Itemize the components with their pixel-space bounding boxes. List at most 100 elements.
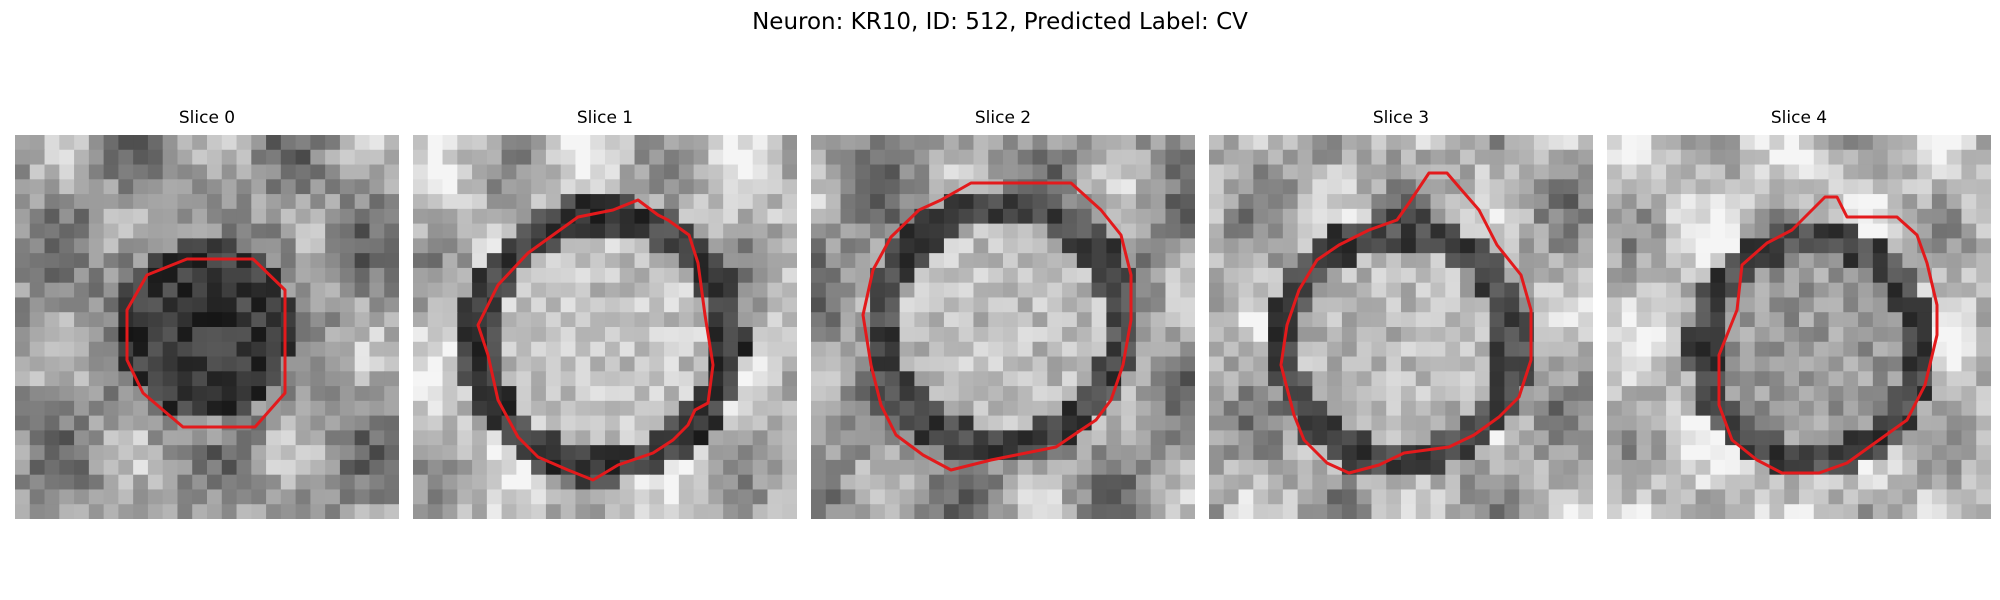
image-pixel bbox=[782, 371, 797, 387]
image-pixel bbox=[44, 445, 60, 461]
image-pixel bbox=[1076, 400, 1093, 417]
image-pixel bbox=[1533, 149, 1550, 166]
image-pixel bbox=[1474, 253, 1491, 269]
image-pixel bbox=[118, 430, 134, 446]
image-pixel bbox=[545, 489, 562, 505]
image-pixel bbox=[1828, 267, 1844, 284]
image-pixel bbox=[1356, 238, 1373, 254]
image-pixel bbox=[1976, 267, 1991, 284]
image-pixel bbox=[545, 430, 562, 446]
image-pixel bbox=[634, 179, 650, 195]
image-pixel bbox=[1356, 445, 1373, 461]
image-pixel bbox=[1297, 164, 1313, 180]
image-pixel bbox=[767, 253, 783, 269]
image-pixel bbox=[1680, 415, 1697, 431]
image-pixel bbox=[103, 208, 119, 225]
image-pixel bbox=[103, 341, 119, 358]
image-pixel bbox=[899, 445, 915, 461]
image-pixel bbox=[1180, 327, 1195, 343]
image-pixel bbox=[1917, 327, 1933, 343]
image-pixel bbox=[531, 341, 547, 358]
image-pixel bbox=[1209, 312, 1225, 328]
image-pixel bbox=[678, 371, 695, 387]
image-pixel bbox=[840, 489, 856, 505]
image-pixel bbox=[1651, 371, 1667, 387]
image-pixel bbox=[1961, 282, 1977, 299]
image-pixel bbox=[1680, 386, 1697, 402]
image-pixel bbox=[1680, 297, 1697, 313]
image-pixel bbox=[1946, 194, 1963, 210]
image-pixel bbox=[74, 459, 90, 476]
image-pixel bbox=[310, 504, 326, 519]
image-pixel bbox=[1253, 356, 1269, 372]
image-pixel bbox=[1150, 223, 1167, 239]
image-pixel bbox=[737, 223, 754, 239]
image-pixel bbox=[295, 312, 311, 328]
image-pixel bbox=[266, 327, 282, 343]
image-pixel bbox=[575, 371, 591, 387]
image-pixel bbox=[1003, 430, 1019, 446]
image-pixel bbox=[1578, 356, 1593, 372]
image-pixel bbox=[1474, 238, 1491, 254]
image-pixel bbox=[384, 386, 399, 402]
image-pixel bbox=[1312, 164, 1328, 180]
image-pixel bbox=[1725, 474, 1741, 491]
image-pixel bbox=[1578, 489, 1593, 505]
image-pixel bbox=[1504, 267, 1520, 284]
image-pixel bbox=[1813, 312, 1830, 328]
image-pixel bbox=[605, 253, 621, 269]
image-pixel bbox=[442, 474, 458, 491]
image-pixel bbox=[501, 208, 517, 225]
image-pixel bbox=[1150, 164, 1167, 180]
image-pixel bbox=[899, 504, 915, 519]
image-pixel bbox=[74, 430, 90, 446]
image-pixel bbox=[1872, 415, 1889, 431]
image-pixel bbox=[1784, 400, 1800, 417]
image-pixel bbox=[958, 356, 975, 372]
image-pixel bbox=[560, 400, 577, 417]
image-pixel bbox=[325, 194, 341, 210]
image-pixel bbox=[531, 208, 547, 225]
image-pixel bbox=[1106, 164, 1122, 180]
image-pixel bbox=[192, 504, 208, 519]
image-pixel bbox=[1784, 489, 1800, 505]
image-pixel bbox=[545, 282, 562, 299]
image-pixel bbox=[1430, 297, 1446, 313]
image-pixel bbox=[737, 415, 754, 431]
image-pixel bbox=[1386, 179, 1402, 195]
image-pixel bbox=[1150, 297, 1167, 313]
image-pixel bbox=[1548, 164, 1565, 180]
image-pixel bbox=[1312, 356, 1328, 372]
image-pixel bbox=[162, 179, 179, 195]
image-pixel bbox=[472, 400, 488, 417]
image-pixel bbox=[811, 459, 827, 476]
image-pixel bbox=[207, 194, 223, 210]
image-pixel bbox=[1680, 149, 1697, 166]
image-pixel bbox=[664, 253, 680, 269]
image-pixel bbox=[929, 430, 945, 446]
image-pixel bbox=[1695, 327, 1711, 343]
image-pixel bbox=[825, 341, 842, 358]
image-pixel bbox=[1504, 386, 1520, 402]
image-pixel bbox=[1386, 459, 1402, 476]
image-pixel bbox=[251, 430, 267, 446]
image-pixel bbox=[207, 400, 223, 417]
image-pixel bbox=[943, 386, 960, 402]
image-pixel bbox=[177, 445, 193, 461]
image-pixel bbox=[1695, 194, 1711, 210]
image-pixel bbox=[221, 356, 238, 372]
image-pixel bbox=[1017, 371, 1034, 387]
image-pixel bbox=[1519, 253, 1535, 269]
image-pixel bbox=[1754, 267, 1771, 284]
image-pixel bbox=[825, 179, 842, 195]
image-pixel bbox=[1165, 341, 1181, 358]
image-pixel bbox=[575, 253, 591, 269]
image-pixel bbox=[605, 149, 621, 166]
image-pixel bbox=[457, 400, 473, 417]
image-pixel bbox=[1946, 267, 1963, 284]
image-pixel bbox=[1651, 327, 1667, 343]
image-pixel bbox=[339, 297, 356, 313]
image-pixel bbox=[1636, 223, 1652, 239]
image-pixel bbox=[1209, 238, 1225, 254]
image-pixel bbox=[1268, 459, 1284, 476]
